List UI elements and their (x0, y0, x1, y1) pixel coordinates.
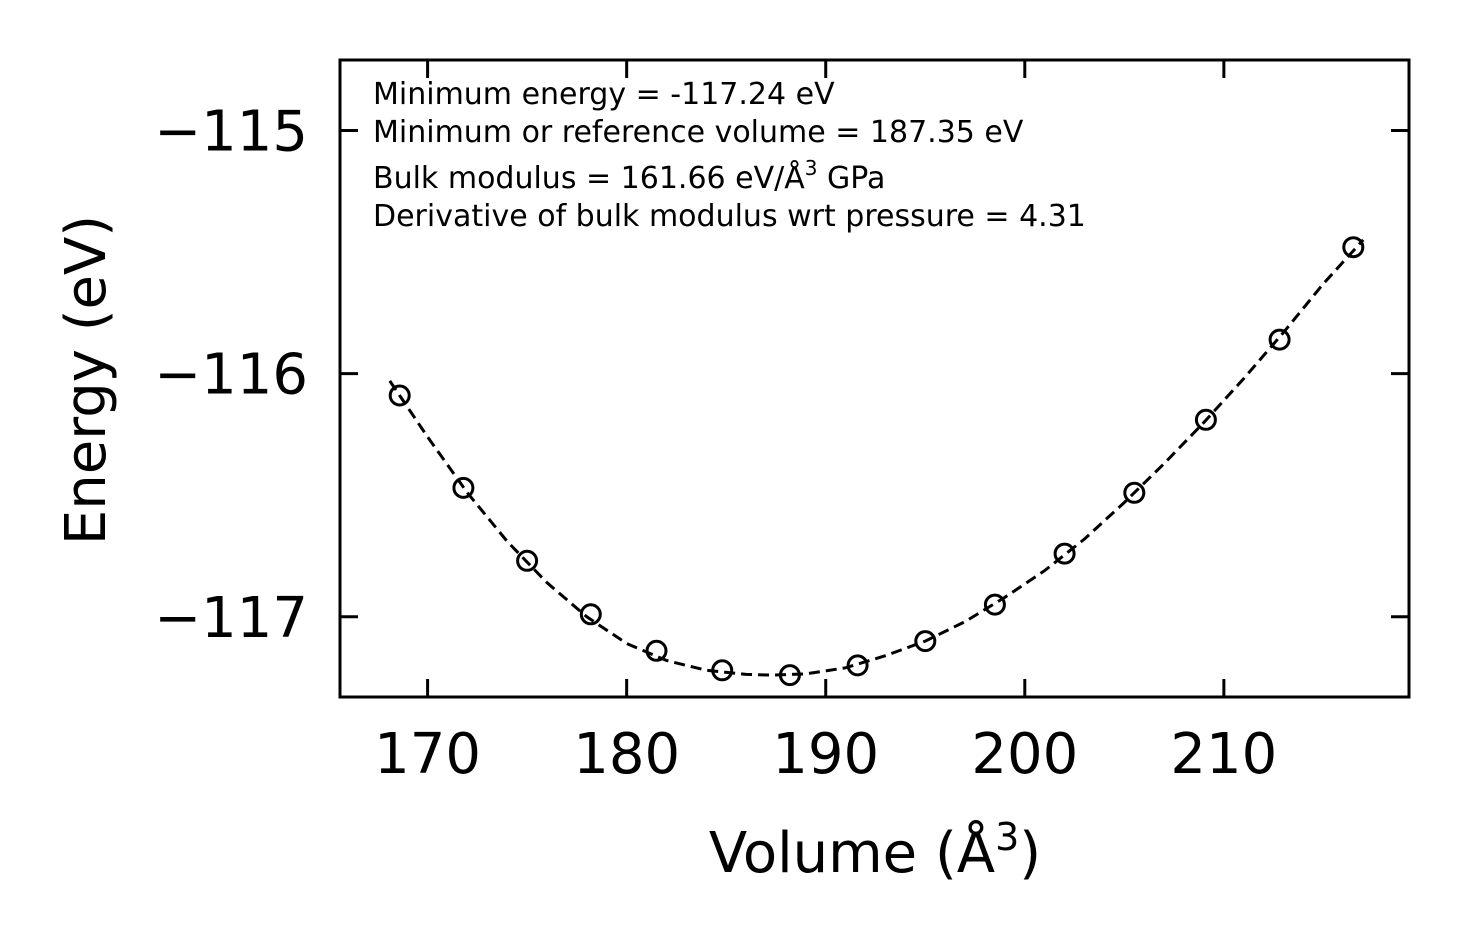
data-points-layer (388, 236, 1365, 687)
annotation-min-volume: Minimum or reference volume = 187.35 eV (373, 115, 1024, 150)
y-tick-label: −115 (154, 100, 308, 165)
data-point (452, 476, 475, 499)
y-tick-label: −116 (154, 343, 308, 408)
x-axis-title-text: Volume (Å (709, 820, 995, 886)
data-point (1268, 328, 1291, 351)
data-point (983, 593, 1006, 616)
x-axis-title: Volume (Å3) (709, 815, 1041, 886)
y-tick-labels: −115 −116 −117 (154, 100, 308, 651)
x-axis-title-end: ) (1019, 821, 1041, 886)
data-point (1053, 542, 1076, 565)
annotation-bulk-derivative: Derivative of bulk modulus wrt pressure … (373, 199, 1086, 234)
plot-frame (338, 58, 1411, 699)
x-tick-label: 190 (772, 722, 879, 787)
annotation-bulk-modulus-text: Bulk modulus = 161.66 eV/Å (373, 160, 805, 196)
data-point (1342, 236, 1365, 259)
y-tick-label: −117 (154, 586, 308, 651)
x-axis-title-sup: 3 (995, 815, 1019, 859)
data-point (1123, 481, 1146, 504)
data-point (711, 659, 734, 682)
annotation-bulk-modulus-sup: 3 (805, 156, 818, 180)
x-tick-label: 200 (971, 722, 1078, 787)
data-point (388, 384, 411, 407)
annotation-min-energy: Minimum energy = -117.24 eV (373, 77, 835, 112)
data-point (516, 549, 539, 572)
annotation-bulk-modulus: Bulk modulus = 161.66 eV/Å3 GPa (373, 156, 885, 196)
data-point (1194, 408, 1217, 431)
x-tick-labels: 170 180 190 200 210 (374, 722, 1277, 787)
data-point (645, 639, 668, 662)
data-point (579, 603, 602, 626)
data-point (778, 664, 801, 687)
x-tick-label: 210 (1170, 722, 1277, 787)
y-axis-title: Energy (eV) (54, 215, 119, 545)
ticks-layer (340, 60, 1409, 697)
x-tick-label: 180 (573, 722, 680, 787)
data-point (846, 654, 869, 677)
annotation-bulk-modulus-unit: GPa (818, 161, 886, 196)
x-tick-label: 170 (374, 722, 481, 787)
data-point (914, 630, 937, 653)
